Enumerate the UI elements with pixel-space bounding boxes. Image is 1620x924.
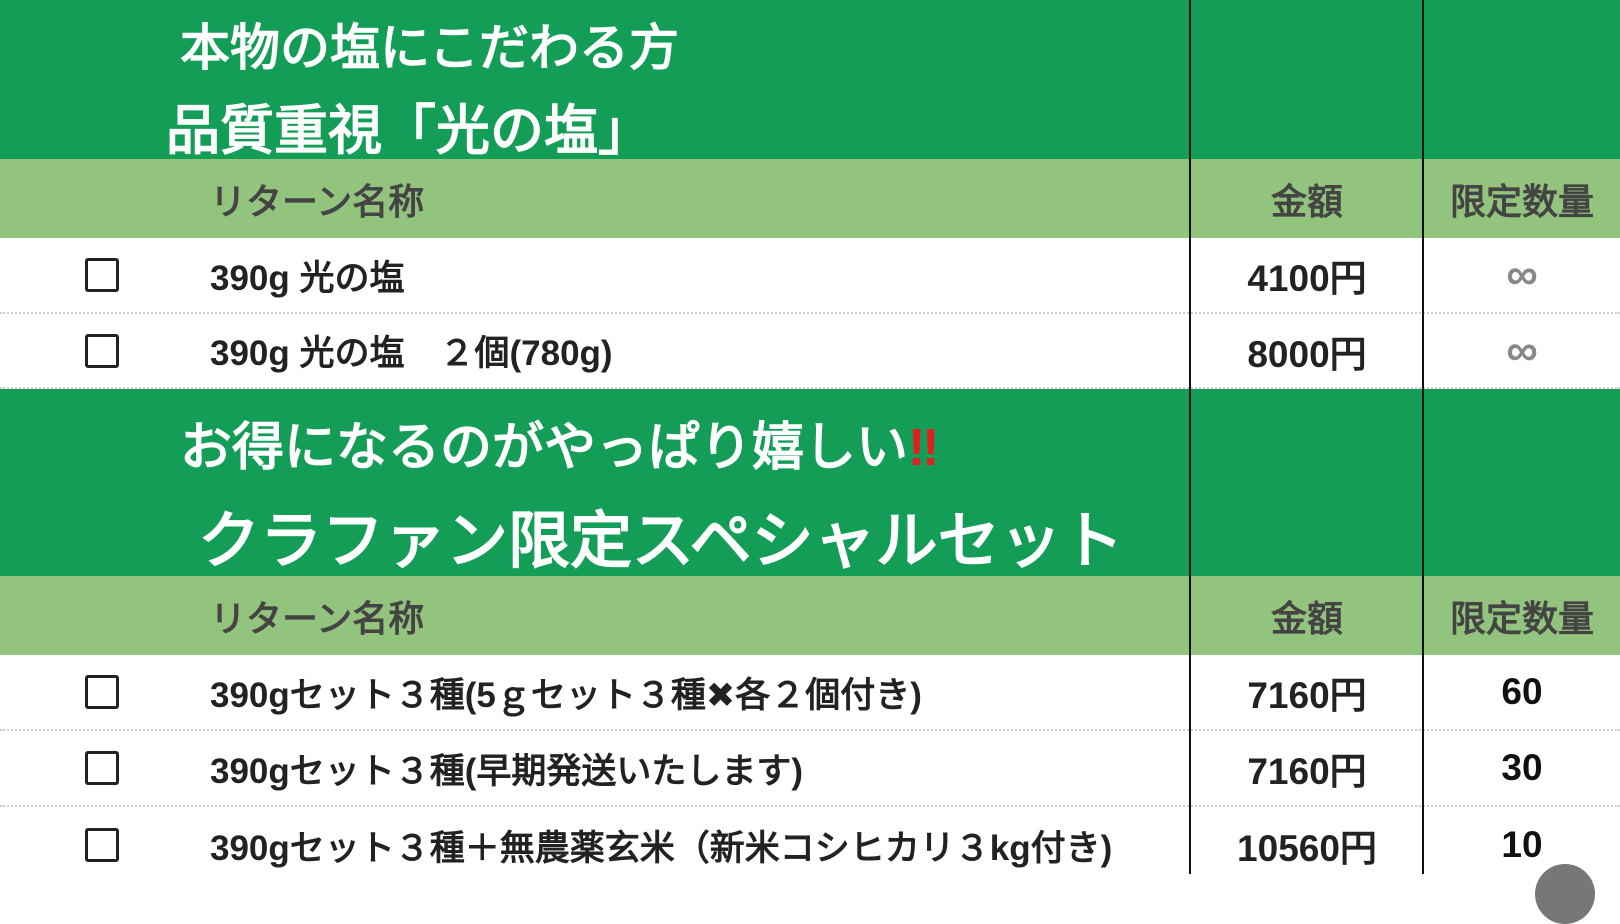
reward-price: 7160円 [1247, 675, 1367, 716]
reward-name: 390gセット３種(早期発送いたします) [210, 751, 804, 791]
header-price: 金額 [1270, 597, 1343, 639]
table-row: 390gセット３種(早期発送いたします) 7160円 30 [0, 731, 1620, 807]
reward-name: 390gセット３種＋無農薬玄米（新米コシヒカリ３kg付き) [210, 828, 1113, 868]
header-limit: 限定数量 [1449, 180, 1594, 222]
reward-limit: 30 [1501, 747, 1543, 788]
reward-name: 390gセット３種(5ｇセット３種✖各２個付き) [210, 675, 922, 715]
section-title-block [0, 0, 1620, 159]
table-row: 390gセット３種＋無農薬玄米（新米コシヒカリ３kg付き) 10560円 10 [0, 807, 1620, 883]
select-checkbox[interactable] [85, 751, 119, 785]
select-checkbox[interactable] [85, 828, 119, 862]
table-row: 390gセット３種(5ｇセット３種✖各２個付き) 7160円 60 [0, 655, 1620, 731]
section-title-line: 本物の塩にこだわる方 [180, 20, 679, 76]
double-exclamation-icon: ‼ [908, 419, 940, 477]
reward-price: 7160円 [1247, 751, 1367, 792]
reward-price: 10560円 [1237, 828, 1377, 869]
table-row: 390g 光の塩 4100円 ∞ [0, 238, 1620, 314]
scroll-button[interactable] [1535, 864, 1595, 924]
table-header: リターン名称 金額 限定数量 [0, 576, 1620, 655]
infinity-icon: ∞ [1506, 325, 1538, 375]
reward-name: 390g 光の塩 ２個(780g) [210, 334, 613, 373]
reward-limit: 60 [1501, 671, 1543, 712]
select-checkbox[interactable] [85, 258, 119, 292]
section-title-block [0, 389, 1620, 576]
section-title-line: お得になるのがやっぱり嬉しい‼ [180, 405, 939, 480]
column-divider [1189, 0, 1191, 874]
infinity-icon: ∞ [1506, 250, 1538, 299]
title-text: お得になるのがやっぱり嬉しい [180, 419, 909, 477]
column-divider [1422, 0, 1424, 874]
section-title-line: クラファン限定スペシャルセット [198, 507, 1124, 576]
select-checkbox[interactable] [85, 333, 119, 368]
header-limit: 限定数量 [1449, 597, 1594, 639]
header-name: リターン名称 [210, 597, 425, 639]
header-name: リターン名称 [210, 180, 425, 222]
header-price: 金額 [1270, 180, 1343, 222]
select-checkbox[interactable] [85, 675, 119, 709]
reward-limit: 10 [1501, 824, 1543, 865]
reward-name: 390g 光の塩 [210, 258, 405, 298]
section-title-line: 品質重視「光の塩」 [166, 101, 652, 161]
reward-price: 4100円 [1247, 258, 1367, 299]
table-header: リターン名称 金額 限定数量 [0, 159, 1620, 238]
reward-price: 8000円 [1247, 333, 1367, 375]
table-row: 390g 光の塩 ２個(780g) 8000円 ∞ [0, 314, 1620, 389]
